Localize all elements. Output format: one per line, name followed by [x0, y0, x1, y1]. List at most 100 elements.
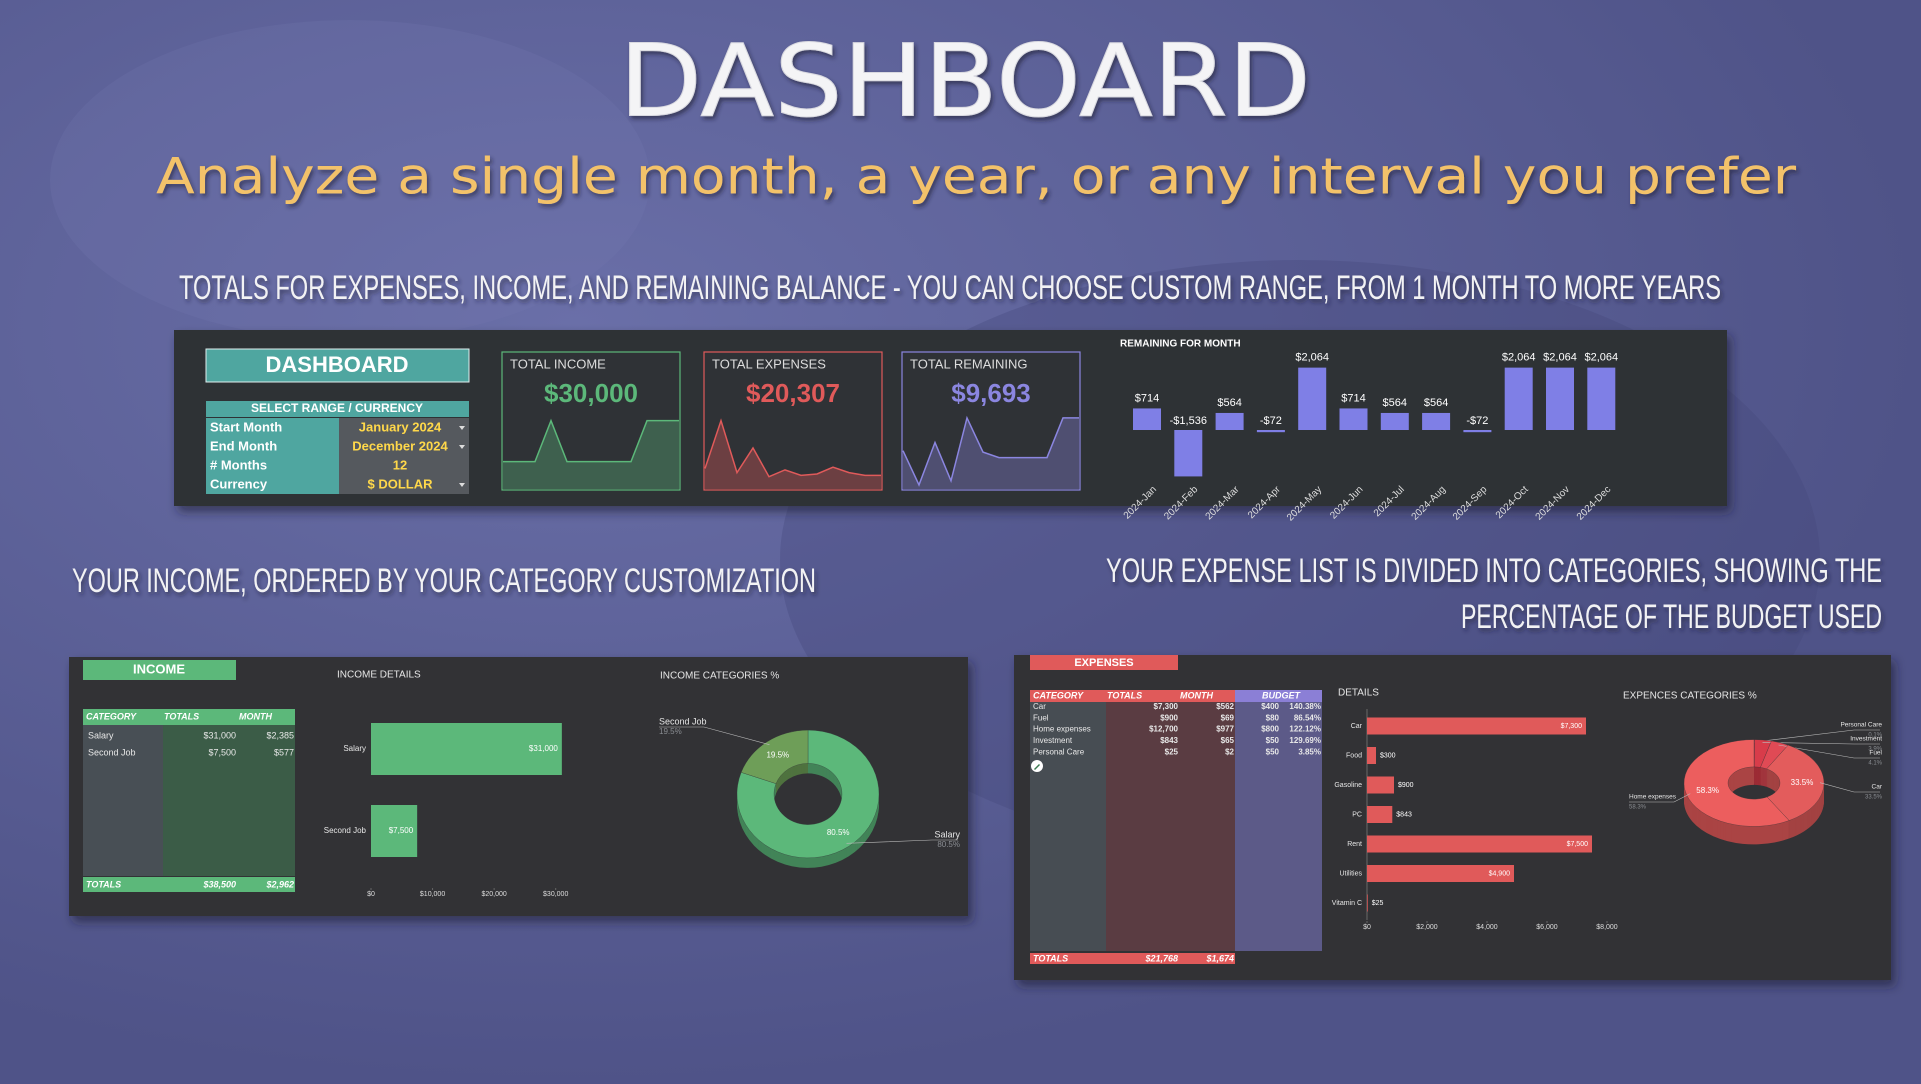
table-cell: $31,000 [203, 730, 236, 740]
leader-line [846, 839, 958, 844]
table-cell: 129.69% [1289, 736, 1321, 745]
table-cell: $977 [1216, 725, 1234, 734]
background-highlight [50, 20, 650, 340]
dropdown-arrow[interactable] [459, 426, 465, 430]
income-tab [83, 660, 236, 680]
chart-title: INCOME DETAILS [337, 670, 421, 681]
bar [1367, 894, 1368, 912]
bar [1367, 776, 1394, 794]
section-heading: YOUR INCOME, ORDERED BY YOUR CATEGORY CU… [72, 562, 816, 600]
bar-value-label: $300 [1380, 752, 1396, 759]
table-cell: 122.12% [1289, 725, 1321, 734]
dropdown-arrow[interactable] [459, 483, 465, 487]
bar [1174, 430, 1203, 477]
table-header: BUDGET [1262, 690, 1302, 700]
slice-label: Car [1872, 784, 1883, 791]
slice-label: Second Job [659, 716, 707, 726]
bar [371, 805, 418, 857]
range-title: SELECT RANGE / CURRENCY [251, 401, 423, 415]
income-totals-row [83, 877, 295, 892]
table-cell: $2,385 [266, 730, 294, 740]
leader-line [1819, 782, 1880, 793]
table-cell: $900 [1160, 713, 1178, 722]
slice-value-label: 80.5% [827, 828, 850, 837]
table-total: TOTALS [1033, 953, 1068, 963]
expense-category-column [1030, 702, 1106, 951]
table-total: $1,674 [1205, 953, 1234, 963]
table-cell: $50 [1266, 736, 1280, 745]
expense-header-row [1030, 690, 1235, 702]
table-cell: $69 [1221, 713, 1235, 722]
income-category-column [83, 725, 163, 876]
bar-value-label: $564 [1217, 397, 1241, 409]
bar [1215, 412, 1244, 430]
bar [1463, 430, 1492, 433]
table-header: MONTH [239, 711, 272, 721]
bar [1504, 367, 1533, 430]
card-label: TOTAL REMAINING [910, 356, 1028, 371]
table-cell: $7,500 [208, 747, 236, 757]
table-cell: Fuel [1033, 713, 1049, 722]
slice-label: Salary [934, 829, 960, 839]
table-total: $21,768 [1144, 953, 1178, 963]
card-value: $30,000 [544, 378, 638, 408]
leader-line [1629, 793, 1691, 803]
bar [1367, 717, 1586, 735]
table-cell: 140.38% [1289, 702, 1321, 711]
y-tick-label: Second Job [324, 826, 367, 835]
field-value: 12 [393, 457, 407, 472]
expense-values-column [1106, 702, 1235, 951]
table-total: TOTALS [86, 879, 121, 889]
slice-percent: 80.5% [937, 840, 960, 849]
y-tick-label: Utilities [1339, 870, 1362, 877]
bar-value-label: $2,064 [1584, 352, 1618, 364]
x-tick-label: $0 [1363, 924, 1371, 931]
card-label: TOTAL EXPENSES [712, 356, 826, 371]
table-cell: $12,700 [1149, 725, 1178, 734]
field-value-column [339, 418, 469, 494]
table-cell: $7,300 [1154, 702, 1179, 711]
panel-title-box [205, 348, 470, 383]
slice-value-label: 33.5% [1791, 778, 1814, 787]
table-cell: $50 [1266, 747, 1280, 756]
chart-title: INCOME CATEGORIES % [660, 671, 779, 682]
card-label: TOTAL INCOME [510, 356, 606, 371]
bar-value-label: -$72 [1260, 415, 1282, 427]
dropdown-arrow[interactable] [459, 445, 465, 449]
section-heading: YOUR EXPENSE LIST IS DIVIDED INTO CATEGO… [1106, 552, 1882, 590]
sparkline-area [503, 420, 679, 489]
panel-title: DASHBOARD [266, 352, 409, 377]
slice-percent: 0.1% [1868, 733, 1882, 739]
bar [1133, 408, 1161, 430]
expense-tab [1030, 655, 1178, 670]
budget-header [1235, 690, 1322, 702]
field-label: # Months [210, 457, 267, 472]
bar-value-label: $25 [1372, 900, 1384, 907]
y-tick-label: PC [1352, 811, 1362, 818]
income-header-row [83, 709, 295, 725]
bar-value-label: $900 [1398, 782, 1414, 789]
bar [1546, 367, 1574, 430]
bar-value-label: -$72 [1466, 415, 1488, 427]
sparkline [503, 418, 679, 463]
slice-label: Fuel [1869, 750, 1882, 757]
table-cell: $843 [1160, 736, 1178, 745]
field-value: $ DOLLAR [368, 476, 434, 491]
sparkline-area [705, 420, 881, 489]
chart-title: REMAINING FOR MONTH [1120, 339, 1241, 350]
bar [1339, 408, 1368, 430]
x-tick-label: $30,000 [543, 891, 568, 898]
table-total: $2,962 [265, 879, 294, 889]
x-tick-label: $6,000 [1536, 924, 1558, 931]
field-label: Currency [210, 476, 268, 491]
table-cell: $400 [1261, 702, 1279, 711]
table-cell: 86.54% [1294, 713, 1321, 722]
bar [1367, 865, 1514, 882]
bar-value-label: $7,500 [389, 826, 414, 835]
table-cell: Investment [1033, 736, 1073, 745]
x-tick-label: $20,000 [481, 891, 506, 898]
page-title: DASHBOARD [619, 22, 1311, 139]
bar [371, 723, 562, 775]
x-tick-label: $10,000 [420, 891, 445, 898]
